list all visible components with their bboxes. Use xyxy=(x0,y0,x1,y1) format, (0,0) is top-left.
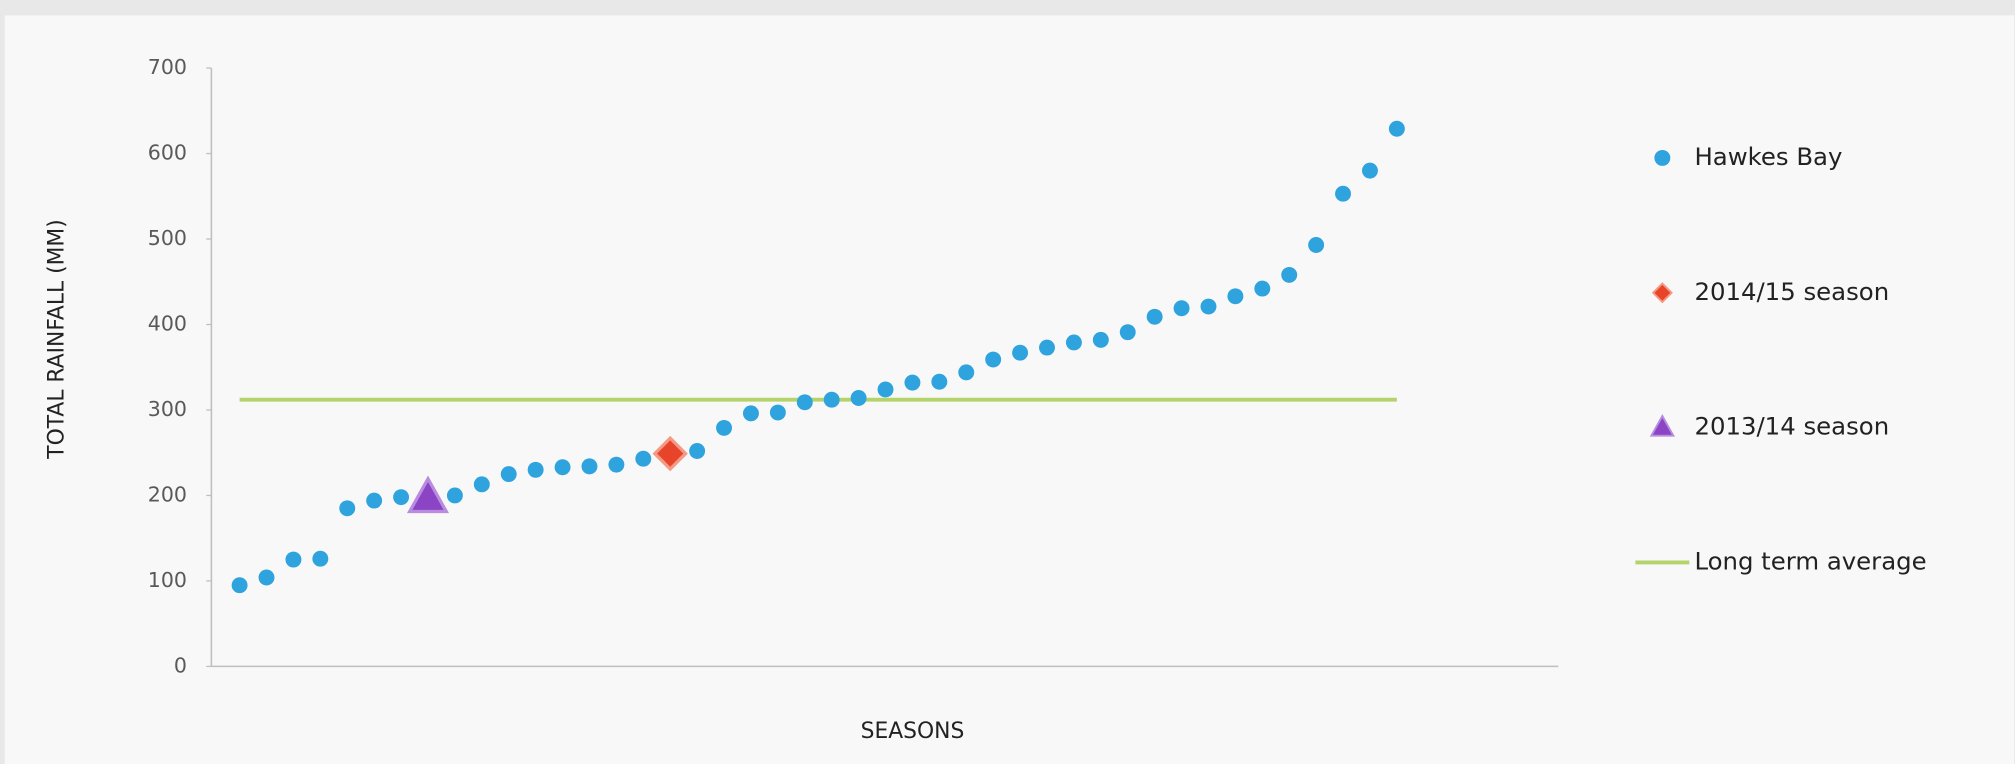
point xyxy=(581,458,598,475)
y-tick-label: 700 xyxy=(148,55,187,79)
point xyxy=(393,489,410,506)
point xyxy=(1012,344,1029,361)
point xyxy=(877,381,894,398)
legend-label: 2014/15 season xyxy=(1694,277,1889,306)
point xyxy=(406,475,450,514)
point xyxy=(1092,331,1109,348)
point xyxy=(796,394,813,411)
point xyxy=(1227,288,1244,305)
legend-label: Long term average xyxy=(1694,546,1926,575)
point xyxy=(931,373,948,390)
legend-label: 2013/14 season xyxy=(1694,412,1889,441)
point xyxy=(608,456,625,473)
point xyxy=(985,351,1002,368)
point xyxy=(1388,120,1405,137)
y-tick-label: 500 xyxy=(148,226,187,250)
x-axis-title: SEASONS xyxy=(861,719,965,744)
point xyxy=(823,391,840,408)
point xyxy=(1361,162,1378,179)
point xyxy=(1254,280,1271,297)
chart-background xyxy=(4,15,2015,764)
point xyxy=(1200,298,1217,315)
legend-swatch xyxy=(1649,414,1675,437)
point xyxy=(689,443,706,459)
point xyxy=(769,404,786,421)
point xyxy=(1039,339,1055,356)
legend-swatch xyxy=(1651,282,1673,304)
y-tick-label: 0 xyxy=(174,653,187,677)
point xyxy=(1173,300,1190,317)
point xyxy=(312,550,329,567)
point xyxy=(527,461,544,478)
point xyxy=(473,476,490,493)
point xyxy=(1119,324,1136,341)
y-tick-label: 200 xyxy=(148,482,187,506)
point xyxy=(500,466,517,483)
point xyxy=(231,577,248,594)
point xyxy=(258,569,275,586)
point xyxy=(850,390,867,406)
point xyxy=(446,487,463,504)
point xyxy=(635,450,652,467)
point xyxy=(652,435,688,472)
point xyxy=(1335,185,1352,202)
point xyxy=(716,419,732,436)
y-tick-label: 300 xyxy=(148,397,187,421)
point xyxy=(904,374,921,391)
point xyxy=(1281,266,1298,283)
point xyxy=(1146,308,1163,325)
point xyxy=(1065,334,1082,351)
y-tick-label: 600 xyxy=(148,141,187,165)
y-axis-title: TOTAL RAINFALL (MM) xyxy=(44,219,69,459)
y-tick-label: 400 xyxy=(148,311,187,335)
legend-swatch xyxy=(1654,149,1671,166)
point xyxy=(366,492,383,509)
point xyxy=(1308,237,1325,253)
point xyxy=(554,459,571,476)
point xyxy=(958,364,975,381)
point xyxy=(339,500,356,517)
point xyxy=(285,551,302,568)
legend-label: Hawkes Bay xyxy=(1694,142,1842,171)
point xyxy=(742,405,759,422)
y-tick-label: 100 xyxy=(148,568,187,592)
